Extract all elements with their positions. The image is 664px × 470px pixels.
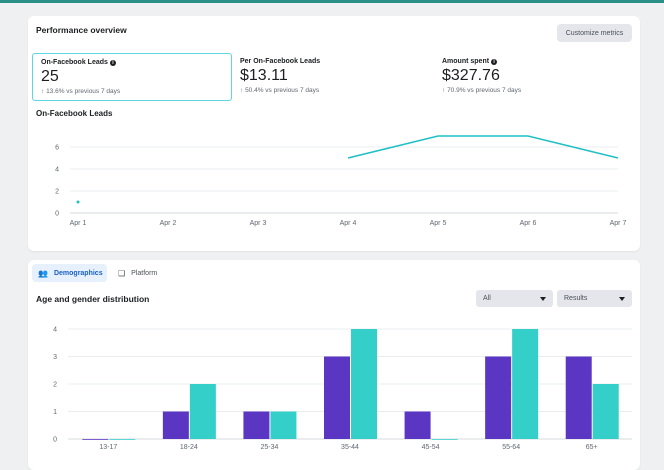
bar [270, 411, 297, 439]
metric-change: 70.9% vs previous 7 days [447, 87, 522, 94]
x-tick-label: 13-17 [99, 444, 117, 451]
bar [109, 439, 136, 440]
x-tick-label: Apr 2 [160, 220, 177, 227]
metric-dropdown[interactable]: Results [557, 290, 632, 307]
performance-title: Performance overview [36, 25, 127, 35]
bar [82, 439, 109, 440]
bar [512, 329, 539, 439]
bar [324, 356, 350, 439]
metric-label: On-Facebook Leads [41, 59, 108, 66]
bar [243, 411, 270, 439]
metric-label: Per On-Facebook Leads [240, 58, 321, 65]
info-icon[interactable]: i [491, 59, 498, 65]
arrow-up-icon: ↑ [240, 87, 244, 94]
filter-dropdown[interactable]: All [476, 290, 553, 307]
y-tick-label: 0 [53, 437, 57, 444]
x-tick-label: Apr 6 [520, 220, 537, 227]
leads-line-chart: 0 2 4 6 Apr 1 Apr 2 Apr 3 Apr 4 Apr 5 Apr 6 Apr 7 [55, 135, 627, 227]
bar [431, 439, 458, 440]
filter-value: All [483, 295, 491, 302]
y-tick-label: 1 [53, 409, 57, 416]
tab-label: Demographics [53, 269, 103, 277]
x-tick-label: 18-24 [180, 444, 198, 451]
y-tick-label: 2 [53, 382, 57, 389]
y-tick-label: 4 [55, 167, 59, 174]
series-line [347, 135, 619, 159]
demographics-card: 👥 Demographics ❏ Platform Age and gender… [28, 260, 640, 470]
arrow-up-icon: ↑ [41, 88, 45, 95]
tab-label: Platform [131, 269, 158, 277]
tab-platform[interactable]: ❏ Platform [112, 264, 172, 282]
line-chart-label: On-Facebook Leads [36, 109, 113, 118]
metric-label: Amount spent [442, 58, 490, 65]
caret-down-icon [540, 296, 546, 301]
x-tick-label: 45-54 [422, 444, 440, 451]
bar [162, 411, 189, 439]
metric-change: 50.4% vs previous 7 days [245, 87, 320, 94]
info-icon[interactable]: i [109, 60, 116, 66]
top-accent-line [0, 0, 664, 3]
age-gender-bar-chart: 0 1 2 3 4 13-17 18-24 25-34 35-44 45-54 55-64 65+ [53, 327, 632, 451]
x-tick-label: Apr 3 [250, 220, 267, 227]
metric-card-leads[interactable]: On-Facebook Leads i 25 ↑ 13.6% vs previou… [32, 53, 232, 101]
metric-value: 25 [41, 68, 59, 85]
arrow-up-icon: ↑ [442, 87, 446, 94]
x-tick-label: Apr 7 [610, 220, 627, 227]
bar [189, 384, 216, 439]
metric-value: $13.11 [240, 67, 288, 84]
bar [485, 356, 512, 439]
bar [592, 384, 619, 439]
y-tick-label: 0 [55, 211, 59, 218]
bar [565, 356, 592, 439]
platform-icon: ❏ [118, 268, 126, 278]
x-tick-label: 25-34 [260, 444, 278, 451]
metric-dropdown-value: Results [564, 295, 588, 302]
performance-overview-card: Performance overview Customize metrics O… [28, 16, 640, 251]
y-tick-label: 3 [53, 354, 57, 361]
tab-demographics[interactable]: 👥 Demographics [32, 264, 107, 282]
x-tick-label: 55-64 [502, 444, 520, 451]
bar [351, 329, 377, 439]
x-tick-label: Apr 4 [340, 220, 357, 227]
x-tick-label: Apr 5 [430, 220, 447, 227]
series-point [76, 200, 80, 204]
y-tick-label: 6 [55, 145, 59, 152]
metric-value: $327.76 [442, 67, 500, 84]
x-tick-label: Apr 1 [70, 220, 87, 227]
x-tick-label: 65+ [586, 444, 598, 451]
metric-card-amount-spent[interactable]: Amount spent i $327.76 ↑ 70.9% vs previou… [434, 53, 634, 101]
distribution-title: Age and gender distribution [36, 294, 150, 304]
customize-metrics-button[interactable]: Customize metrics [557, 24, 632, 42]
people-icon: 👥 [38, 268, 48, 278]
metric-change: 13.6% vs previous 7 days [46, 88, 121, 95]
bar [404, 411, 431, 439]
metric-card-cost-per-lead[interactable]: Per On-Facebook Leads $13.11 ↑ 50.4% vs … [232, 53, 432, 101]
y-tick-label: 4 [53, 327, 57, 334]
caret-down-icon [619, 296, 625, 301]
y-tick-label: 2 [55, 189, 59, 196]
x-tick-label: 35-44 [341, 444, 359, 451]
